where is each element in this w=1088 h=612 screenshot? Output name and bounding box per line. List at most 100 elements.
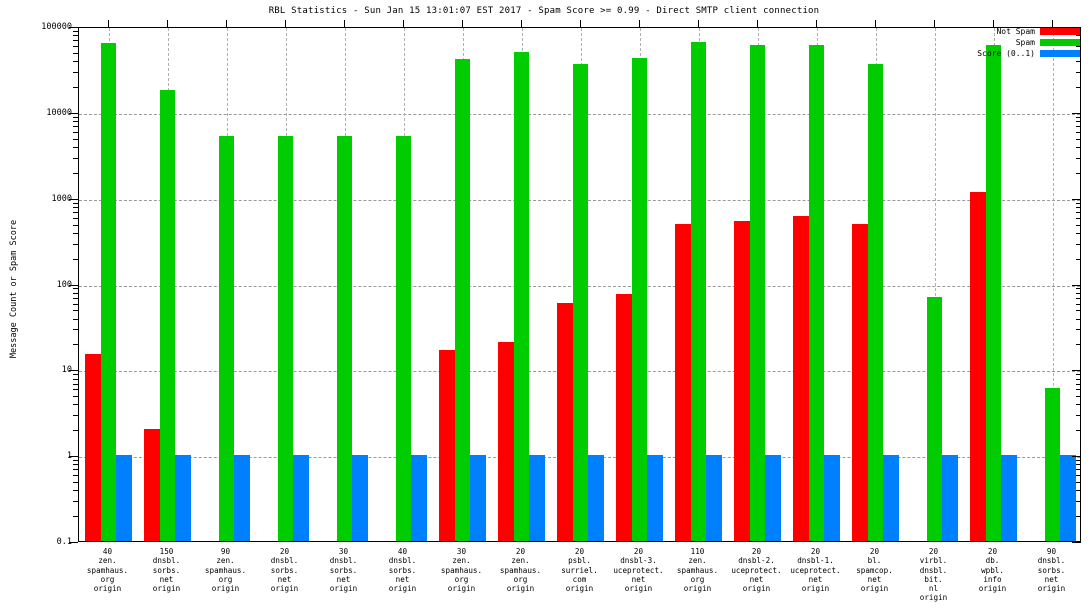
bar-score-0-1 <box>765 455 781 541</box>
y-tick-minor-right <box>1076 217 1081 219</box>
bar-score-0-1 <box>942 455 958 541</box>
bar-spam <box>454 59 471 541</box>
bar-spam <box>808 45 825 541</box>
y-tick-minor-right <box>1076 415 1081 417</box>
y-tick-label: 1 <box>66 451 72 462</box>
bar-score-0-1 <box>883 455 899 541</box>
y-tick-minor <box>73 172 78 174</box>
y-tick-minor <box>73 303 78 305</box>
x-axis-label: 90 dnsbl. sorbs. net origin <box>1037 547 1066 594</box>
y-tick-minor-right <box>1076 224 1081 226</box>
y-tick-minor <box>73 374 78 376</box>
y-tick-minor <box>73 383 78 385</box>
x-axis-label: 20 psbl. surriel. com origin <box>561 547 598 594</box>
y-tick-minor <box>73 464 78 466</box>
legend-entry: Spam <box>1016 38 1080 47</box>
y-tick-major <box>69 198 78 200</box>
y-tick-major <box>69 370 78 372</box>
y-tick-major-right <box>1072 112 1081 114</box>
y-tick-minor <box>73 30 78 32</box>
x-tick-top <box>461 20 463 28</box>
x-tick-top <box>225 20 227 28</box>
y-tick-minor-right <box>1076 516 1081 518</box>
y-tick-minor <box>73 310 78 312</box>
y-tick-major <box>69 112 78 114</box>
chart-legend: Not Spam Spam Score (0..1) <box>977 27 1080 58</box>
y-tick-minor <box>73 389 78 391</box>
x-axis-label: 20 dnsbl-2. uceprotect. net origin <box>731 547 782 594</box>
bar-spam <box>513 51 530 541</box>
y-tick-minor-right <box>1076 318 1081 320</box>
y-tick-minor <box>73 46 78 48</box>
y-tick-minor <box>73 86 78 88</box>
bar-not-spam <box>144 429 160 541</box>
y-tick-minor <box>73 490 78 492</box>
x-axis-label: 110 zen. spamhaus. org origin <box>676 547 719 594</box>
y-tick-minor-right <box>1076 243 1081 245</box>
y-tick-minor-right <box>1076 206 1081 208</box>
y-tick-minor-right <box>1076 138 1081 140</box>
bar-spam <box>631 58 648 541</box>
bar-score-0-1 <box>824 455 840 541</box>
y-tick-minor-right <box>1076 121 1081 123</box>
x-tick-top <box>992 20 994 28</box>
y-tick-minor <box>73 396 78 398</box>
y-tick-major-right <box>1072 370 1081 372</box>
y-tick-minor-right <box>1076 374 1081 376</box>
x-axis-label: 40 zen. spamhaus. org origin <box>86 547 129 594</box>
chart-title: RBL Statistics - Sun Jan 15 13:01:07 EST… <box>268 6 820 16</box>
bar-not-spam <box>734 221 750 541</box>
bar-spam <box>690 41 707 541</box>
y-tick-minor <box>73 211 78 213</box>
y-tick-minor <box>73 217 78 219</box>
legend-label: Not Spam <box>996 27 1035 36</box>
bar-score-0-1 <box>529 455 545 541</box>
y-tick-minor <box>73 475 78 477</box>
bar-not-spam <box>616 294 632 541</box>
bar-score-0-1 <box>647 455 663 541</box>
y-tick-minor-right <box>1076 202 1081 204</box>
x-tick-top <box>756 20 758 28</box>
y-tick-minor-right <box>1076 288 1081 290</box>
y-tick-minor-right <box>1076 126 1081 128</box>
y-tick-minor <box>73 404 78 406</box>
y-tick-minor-right <box>1076 383 1081 385</box>
x-tick-top <box>284 20 286 28</box>
y-tick-minor <box>73 297 78 299</box>
y-tick-minor-right <box>1076 292 1081 294</box>
y-tick-minor <box>73 71 78 73</box>
gridline-vertical <box>934 28 936 541</box>
y-tick-minor-right <box>1076 71 1081 73</box>
y-tick-label: 1000 <box>51 193 72 204</box>
y-tick-label: 100000 <box>41 22 72 32</box>
plot-inner <box>79 28 1080 541</box>
y-tick-minor <box>73 224 78 226</box>
y-tick-minor <box>73 292 78 294</box>
y-tick-major <box>69 284 78 286</box>
x-tick-top <box>579 20 581 28</box>
x-tick-top <box>343 20 345 28</box>
y-tick-minor <box>73 157 78 159</box>
y-tick-minor-right <box>1076 460 1081 462</box>
legend-entry: Score (0..1) <box>977 49 1080 58</box>
bar-score-0-1 <box>352 455 368 541</box>
y-tick-minor <box>73 329 78 331</box>
y-tick-minor-right <box>1076 61 1081 63</box>
bar-spam <box>159 89 176 541</box>
y-tick-minor <box>73 121 78 123</box>
y-tick-minor-right <box>1076 329 1081 331</box>
y-tick-major-right <box>1072 198 1081 200</box>
bar-not-spam <box>793 216 809 541</box>
bar-score-0-1 <box>234 455 250 541</box>
y-tick-major <box>69 27 78 28</box>
x-axis-label: 20 dnsbl. sorbs. net origin <box>270 547 299 594</box>
y-tick-minor <box>73 206 78 208</box>
y-tick-minor-right <box>1076 116 1081 118</box>
y-tick-minor-right <box>1076 389 1081 391</box>
x-axis-label: 20 bl. spamcop. net origin <box>856 547 893 594</box>
y-tick-minor <box>73 501 78 503</box>
y-tick-major-right <box>1072 27 1081 28</box>
x-axis-label: 150 dnsbl. sorbs. net origin <box>152 547 181 594</box>
x-tick-top <box>402 20 404 28</box>
